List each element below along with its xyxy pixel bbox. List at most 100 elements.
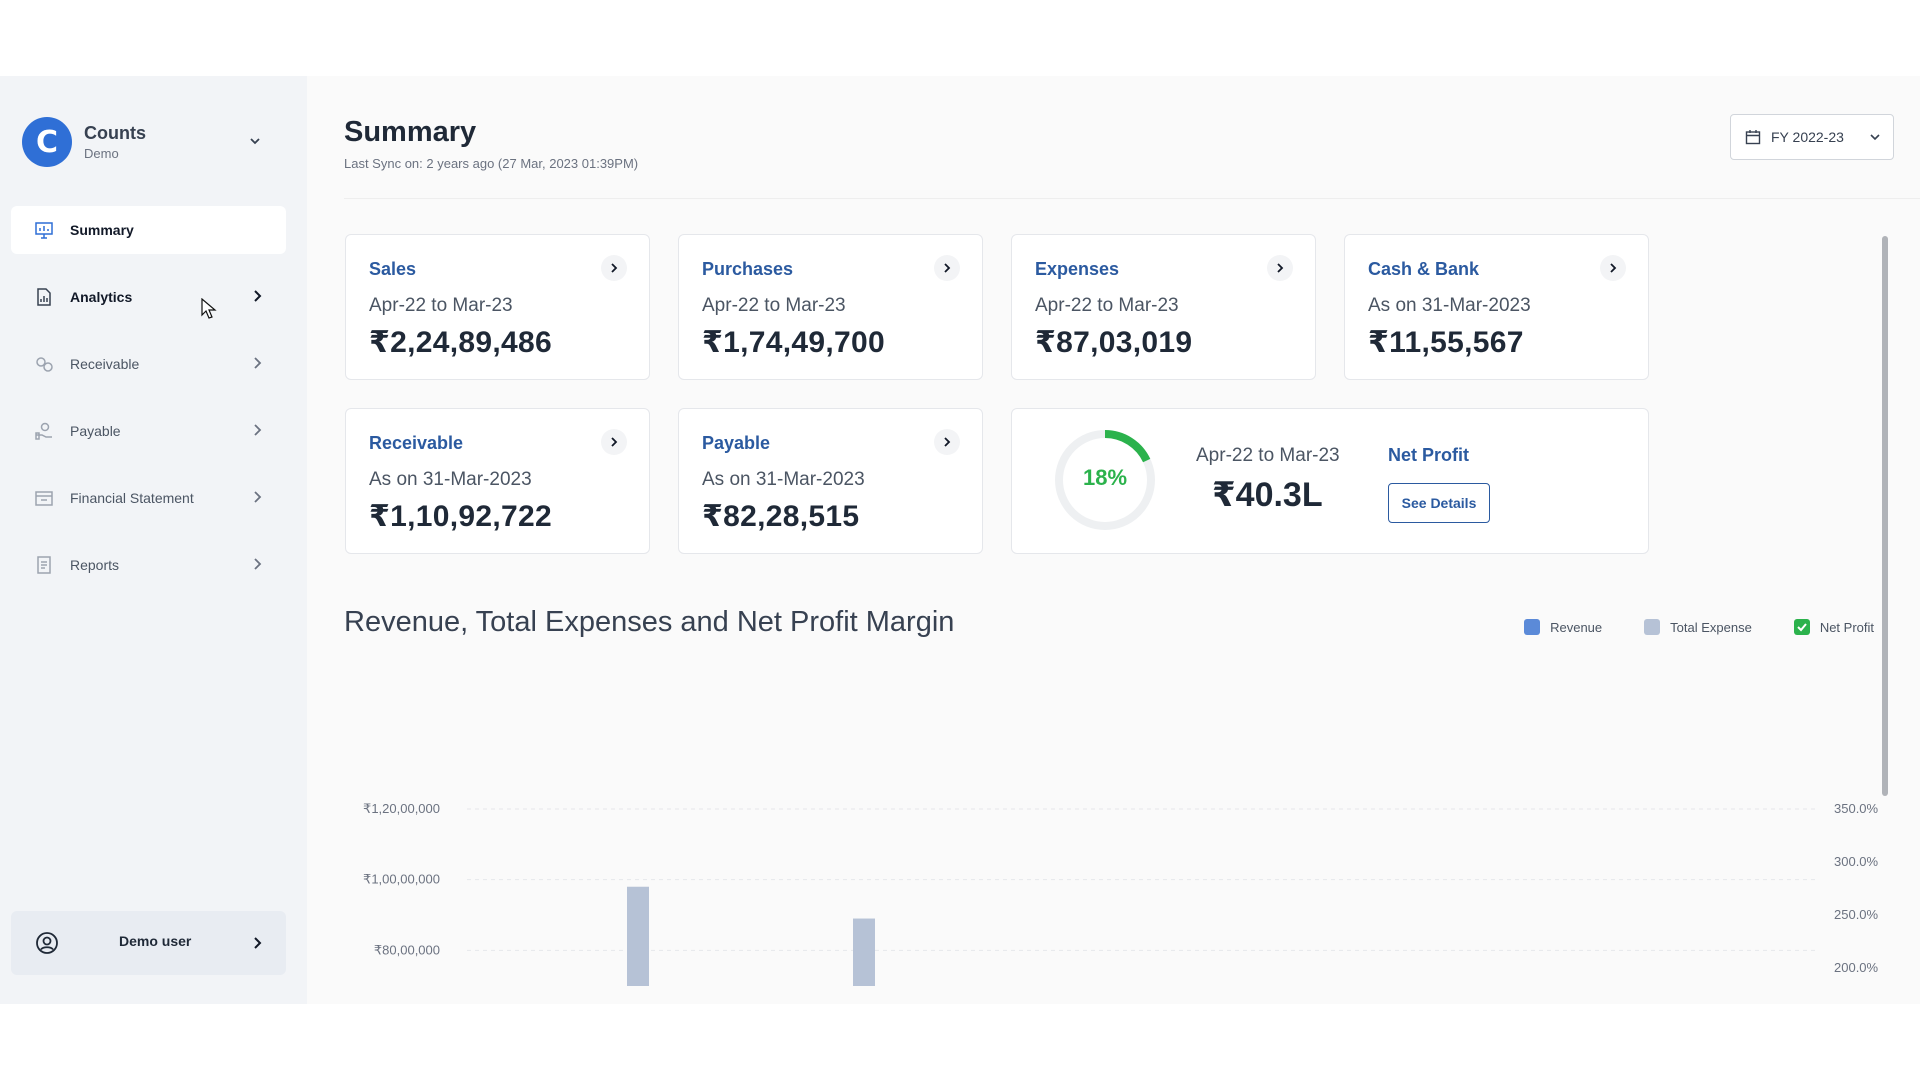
sidebar-item-reports[interactable]: Reports xyxy=(11,541,286,589)
chevron-right-icon[interactable] xyxy=(934,255,960,281)
y-right-tick-label: 200.0% xyxy=(1834,960,1879,975)
main-content: Summary Last Sync on: 2 years ago (27 Ma… xyxy=(307,76,1920,1004)
vertical-scrollbar[interactable] xyxy=(1882,236,1888,796)
card-title: Expenses xyxy=(1035,259,1120,279)
sidebar-item-label: Reports xyxy=(70,557,120,573)
card-value: ₹87,03,019 xyxy=(1035,326,1193,359)
chevron-right-icon xyxy=(254,424,262,436)
sidebar-item-label: Receivable xyxy=(70,356,140,372)
card-value: ₹2,24,89,486 xyxy=(369,326,552,359)
sidebar-item-payable[interactable]: Payable xyxy=(11,407,286,455)
card-value: ₹1,74,49,700 xyxy=(702,326,885,359)
revenue-expense-chart: ₹1,20,00,000₹1,00,00,000₹80,00,000₹60,00… xyxy=(363,801,1879,986)
card-period: Apr-22 to Mar-23 xyxy=(1035,295,1179,316)
page-title: Summary xyxy=(344,116,477,148)
fiscal-year-select[interactable]: FY 2022-23 xyxy=(1730,114,1894,160)
payable-card[interactable]: Payable As on 31-Mar-2023 ₹82,28,515 xyxy=(678,408,983,554)
payable-icon xyxy=(33,420,55,442)
y-right-tick-label: 350.0% xyxy=(1834,801,1879,816)
net-profit-title: Net Profit xyxy=(1388,445,1469,465)
sidebar-item-financial-statement[interactable]: Financial Statement xyxy=(11,474,286,522)
chevron-right-icon xyxy=(254,290,262,302)
card-title: Cash & Bank xyxy=(1368,259,1480,279)
card-value: ₹82,28,515 xyxy=(702,500,860,533)
net-profit-gauge-arc xyxy=(1055,430,1155,530)
mouse-pointer-icon xyxy=(201,298,217,319)
receivable-card[interactable]: Receivable As on 31-Mar-2023 ₹1,10,92,72… xyxy=(345,408,650,554)
bar-total-expense xyxy=(853,918,875,986)
chevron-right-icon[interactable] xyxy=(1600,255,1626,281)
last-sync-text: Last Sync on: 2 years ago (27 Mar, 2023 … xyxy=(344,156,639,171)
header-divider xyxy=(344,198,1920,199)
chevron-right-icon[interactable] xyxy=(601,255,627,281)
receivable-icon xyxy=(33,353,55,375)
chevron-right-icon[interactable] xyxy=(934,429,960,455)
report-chart-icon xyxy=(33,286,55,308)
net-profit-value: ₹40.3L xyxy=(1212,476,1323,514)
legend-swatch xyxy=(1524,619,1541,635)
legend-label: Net Profit xyxy=(1819,619,1874,635)
legend-label: Revenue xyxy=(1550,619,1603,635)
sidebar: C Counts Demo Summary Analytics xyxy=(0,76,307,1004)
expenses-card[interactable]: Expenses Apr-22 to Mar-23 ₹87,03,019 xyxy=(1011,234,1316,380)
net-profit-percent: 18% xyxy=(1082,465,1128,490)
card-period: Apr-22 to Mar-23 xyxy=(702,295,846,316)
org-subtitle: Demo xyxy=(84,146,119,161)
legend-revenue[interactable]: Revenue xyxy=(1524,619,1602,635)
card-period: As on 31-Mar-2023 xyxy=(369,469,532,490)
sidebar-item-summary[interactable]: Summary xyxy=(11,206,286,254)
calendar-icon xyxy=(1745,130,1761,145)
chevron-right-icon xyxy=(254,937,262,949)
sidebar-item-label: Summary xyxy=(70,222,134,238)
chevron-right-icon xyxy=(254,357,262,369)
presentation-chart-icon xyxy=(33,219,55,241)
counts-logo-icon: C xyxy=(22,117,72,167)
y-right-tick-label: 250.0% xyxy=(1834,907,1879,922)
card-period: As on 31-Mar-2023 xyxy=(1368,295,1531,316)
statement-icon xyxy=(33,487,55,509)
card-value: ₹11,55,567 xyxy=(1368,326,1524,359)
checkbox-checked-icon xyxy=(1793,619,1810,635)
sidebar-item-label: Financial Statement xyxy=(70,490,194,506)
chevron-down-icon[interactable] xyxy=(248,134,262,148)
see-details-button[interactable]: See Details xyxy=(1388,483,1490,523)
card-period: As on 31-Mar-2023 xyxy=(702,469,865,490)
net-profit-period: Apr-22 to Mar-23 xyxy=(1196,445,1340,466)
card-title: Sales xyxy=(369,259,417,279)
chevron-right-icon[interactable] xyxy=(601,429,627,455)
chart-legend: Revenue Total Expense Net Profit xyxy=(1482,619,1874,635)
chevron-down-icon xyxy=(1870,134,1880,141)
net-profit-card: 18% Apr-22 to Mar-23 ₹40.3L Net Profit S… xyxy=(1011,408,1649,554)
y-right-tick-label: 300.0% xyxy=(1834,854,1879,869)
sidebar-nav: Summary Analytics Receivable xyxy=(11,206,286,608)
sidebar-item-receivable[interactable]: Receivable xyxy=(11,340,286,388)
chevron-right-icon xyxy=(254,491,262,503)
card-period: Apr-22 to Mar-23 xyxy=(369,295,513,316)
card-title: Receivable xyxy=(369,433,464,453)
org-switcher[interactable]: C Counts Demo xyxy=(22,114,292,170)
user-name: Demo user xyxy=(119,933,192,949)
legend-net-profit[interactable]: Net Profit xyxy=(1793,619,1874,635)
legend-total-expense[interactable]: Total Expense xyxy=(1644,619,1752,635)
fiscal-year-value: FY 2022-23 xyxy=(1771,129,1844,145)
user-circle-icon xyxy=(36,932,58,954)
chevron-right-icon xyxy=(254,558,262,570)
cash-bank-card[interactable]: Cash & Bank As on 31-Mar-2023 ₹11,55,567 xyxy=(1344,234,1649,380)
card-title: Purchases xyxy=(702,259,794,279)
bar-total-expense xyxy=(627,886,649,986)
card-value: ₹1,10,92,722 xyxy=(369,500,552,533)
y-left-tick-label: ₹1,20,00,000 xyxy=(363,801,440,816)
card-title: Payable xyxy=(702,433,771,453)
sidebar-item-analytics[interactable]: Analytics xyxy=(11,273,286,321)
org-name: Counts xyxy=(84,123,146,143)
purchases-card[interactable]: Purchases Apr-22 to Mar-23 ₹1,74,49,700 xyxy=(678,234,983,380)
y-left-tick-label: ₹80,00,000 xyxy=(374,942,440,957)
legend-label: Total Expense xyxy=(1670,619,1752,635)
sidebar-item-label: Payable xyxy=(70,423,121,439)
net-profit-gauge xyxy=(1055,430,1155,530)
sales-card[interactable]: Sales Apr-22 to Mar-23 ₹2,24,89,486 xyxy=(345,234,650,380)
chart-title: Revenue, Total Expenses and Net Profit M… xyxy=(344,606,955,638)
chevron-right-icon[interactable] xyxy=(1267,255,1293,281)
user-menu[interactable]: Demo user xyxy=(11,911,286,975)
y-left-tick-label: ₹1,00,00,000 xyxy=(363,872,440,887)
